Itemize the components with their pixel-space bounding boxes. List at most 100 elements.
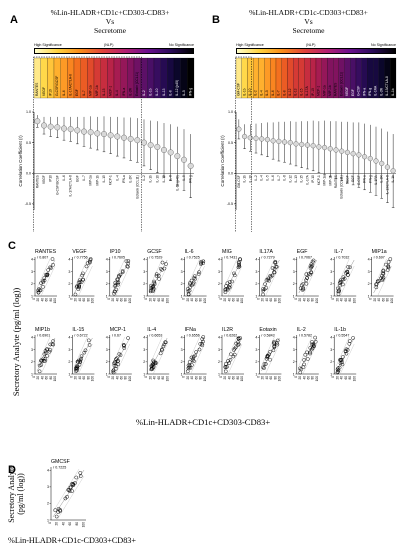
b-point bbox=[373, 158, 379, 164]
c-plot-ip10-x-tick-label: 20 bbox=[111, 298, 115, 302]
c-plot-il-4-point bbox=[158, 351, 163, 356]
c-plot-il-2-y-tick-label: 3 bbox=[293, 348, 295, 352]
c-plot-mig-x-tick-label: 80 bbox=[236, 298, 240, 302]
axis-d-ylabel-line1: Secretory Analyte bbox=[7, 465, 16, 523]
d-plot-gmcsf-point bbox=[68, 485, 73, 490]
d-plot-gmcsf-point bbox=[70, 489, 74, 493]
c-plot-eotaxin-y-tick-label: 4 bbox=[255, 336, 257, 340]
c-plot-il-7-fit-line bbox=[336, 259, 355, 294]
b-x-label: IFN-g bbox=[368, 175, 372, 183]
b-y-label: Correlation Coefficient (r) bbox=[220, 135, 225, 187]
c-plot-eotaxin-y-tick-label: 3 bbox=[255, 348, 257, 352]
c-plot-il17a-x-tick-label: 40 bbox=[265, 298, 269, 302]
c-plot-il-2-r-value: r 0.5782 bbox=[299, 334, 312, 338]
a-point bbox=[134, 137, 141, 144]
title-a-line1: %Lin-HLADR+CD1c+CD303-CD83+ bbox=[50, 8, 170, 17]
c-plot-il2r-x-tick-label: 0 bbox=[219, 376, 223, 378]
b-heat-label: IL-2 bbox=[254, 90, 258, 96]
c-plot-egf-point bbox=[305, 275, 309, 280]
c-plot-il-1b-x-tick-label: 80 bbox=[348, 376, 352, 380]
c-plot-mip1b-y-tick-label: 1 bbox=[31, 372, 33, 376]
c-plot-rantes-point bbox=[41, 284, 45, 289]
c-plot-il-7-point bbox=[348, 265, 352, 270]
c-plot-mcp-1-point bbox=[115, 356, 120, 360]
c-plot-mip1b-y-tick-label: 4 bbox=[31, 336, 33, 340]
c-plot-mcp-1-point bbox=[117, 352, 122, 356]
c-plot-il-2-y-tick-label: 4 bbox=[293, 336, 295, 340]
c-plot-il-4-point bbox=[163, 340, 168, 345]
c-plot-il2r-title: IL2R bbox=[222, 327, 233, 333]
c-plot-gcsf-y-tick-label: 1 bbox=[143, 294, 145, 298]
c-plot-il-1b-x-tick-label: 40 bbox=[340, 376, 344, 380]
c-plot-il2r-y-tick-label: 1 bbox=[218, 372, 220, 376]
b-point bbox=[276, 138, 282, 145]
c-plot-il17a-x-tick-label: 100 bbox=[278, 298, 282, 304]
c-plot-vegf-point bbox=[74, 285, 79, 289]
c-plot-rantes-r-value: r 0.807 bbox=[37, 256, 48, 260]
c-plot-vegf-y-tick-label: 2 bbox=[68, 282, 70, 286]
c-plot-eotaxin-x-tick-label: 40 bbox=[265, 376, 269, 380]
c-plot-mig-point bbox=[237, 261, 241, 265]
c-plot-ip10-point bbox=[126, 261, 131, 266]
c-plot-il2r-point bbox=[233, 345, 238, 350]
c-plot-il17a-point bbox=[264, 278, 269, 282]
c-plot-egf-point bbox=[308, 264, 313, 268]
b-point bbox=[384, 164, 391, 170]
legend-a-high: High Significance bbox=[34, 43, 62, 47]
c-plot-ifna-point bbox=[190, 358, 195, 363]
c-plot-mip1a-y-tick-label: 3 bbox=[368, 270, 370, 274]
c-plot-il17a-point bbox=[267, 278, 272, 283]
c-plot-ifna-x-tick-label: 60 bbox=[194, 376, 198, 380]
c-plot-mip1a-point bbox=[385, 268, 390, 272]
a-point bbox=[61, 125, 68, 132]
c-plot-gcsf-title: GCSF bbox=[147, 249, 161, 255]
a-point bbox=[127, 135, 134, 142]
c-plot-ifna-point bbox=[186, 363, 191, 368]
a-heat-label: MIP-1a bbox=[88, 85, 92, 96]
c-plot-il17a-y-tick-label: 2 bbox=[255, 282, 257, 286]
c-plot-egf-x-tick-label: 20 bbox=[298, 298, 302, 302]
b-heat-label: IFN-g bbox=[368, 88, 372, 96]
c-plot-il-6-point bbox=[197, 270, 201, 274]
b-point bbox=[304, 142, 311, 148]
c-plot-mip1b-point bbox=[39, 358, 43, 363]
c-plot-il-4-y-tick-label: 4 bbox=[143, 336, 145, 340]
c-plot-vegf-point bbox=[80, 273, 84, 278]
c-plot-il-1b-y-tick-label: 2 bbox=[330, 360, 332, 364]
b-point bbox=[344, 149, 351, 156]
c-plot-gcsf-x-tick-label: 100 bbox=[165, 298, 169, 304]
c-plot-il-7-y-tick-label: 1 bbox=[330, 294, 332, 298]
a-point bbox=[107, 132, 114, 139]
c-plot-mip1b-title: MIP1b bbox=[35, 327, 50, 333]
b-heat-label: GM-CSF bbox=[237, 83, 241, 96]
c-plot-mcp-1-point bbox=[126, 336, 130, 340]
c-plot-mcp-1-point bbox=[111, 370, 116, 375]
c-plot-il-7-x-tick-label: 100 bbox=[352, 298, 356, 304]
c-plot-il-6-y-tick-label: 3 bbox=[181, 270, 183, 274]
c-plot-ifna-x-tick-label: 0 bbox=[182, 376, 186, 378]
c-plot-gcsf-y-tick-label: 4 bbox=[143, 258, 145, 262]
c-plot-il-7-point bbox=[338, 278, 343, 283]
c-plot-eotaxin-ci-line bbox=[261, 336, 275, 367]
b-x-label: VEGF bbox=[345, 175, 349, 184]
a-point bbox=[174, 153, 181, 160]
c-plot-gcsf-point bbox=[151, 284, 155, 289]
a-x-label: G-CSF/GCSF bbox=[55, 175, 59, 195]
c-plot-eotaxin-point bbox=[275, 341, 279, 345]
c-plot-egf-r-value: r 0.7067 bbox=[299, 256, 312, 260]
c-plot-il-6-y-tick-label: 2 bbox=[181, 282, 183, 286]
a-x-label: IL-13 bbox=[162, 175, 166, 182]
c-plot-eotaxin-point bbox=[275, 338, 280, 343]
c-plot-il2r-x-tick-label: 80 bbox=[236, 376, 240, 380]
c-plot-il-15-title: IL-15 bbox=[72, 327, 84, 333]
c-plot-mig-point bbox=[224, 287, 228, 292]
a-point bbox=[94, 130, 101, 137]
title-a-line3: Secretome bbox=[93, 26, 127, 35]
c-plot-il-1b-x-tick-label: 20 bbox=[335, 376, 339, 380]
c-plot-rantes-title: RANTES bbox=[35, 249, 57, 255]
c-plot-il2r-point bbox=[236, 340, 240, 345]
c-plot-il-1b-x-tick-label: 60 bbox=[344, 376, 348, 380]
d-plot-gmcsf-y-tick-label: 1 bbox=[47, 518, 49, 522]
c-plot-mip1b-x-tick-label: 80 bbox=[49, 376, 53, 380]
c-plot-il-6-point bbox=[191, 280, 196, 285]
